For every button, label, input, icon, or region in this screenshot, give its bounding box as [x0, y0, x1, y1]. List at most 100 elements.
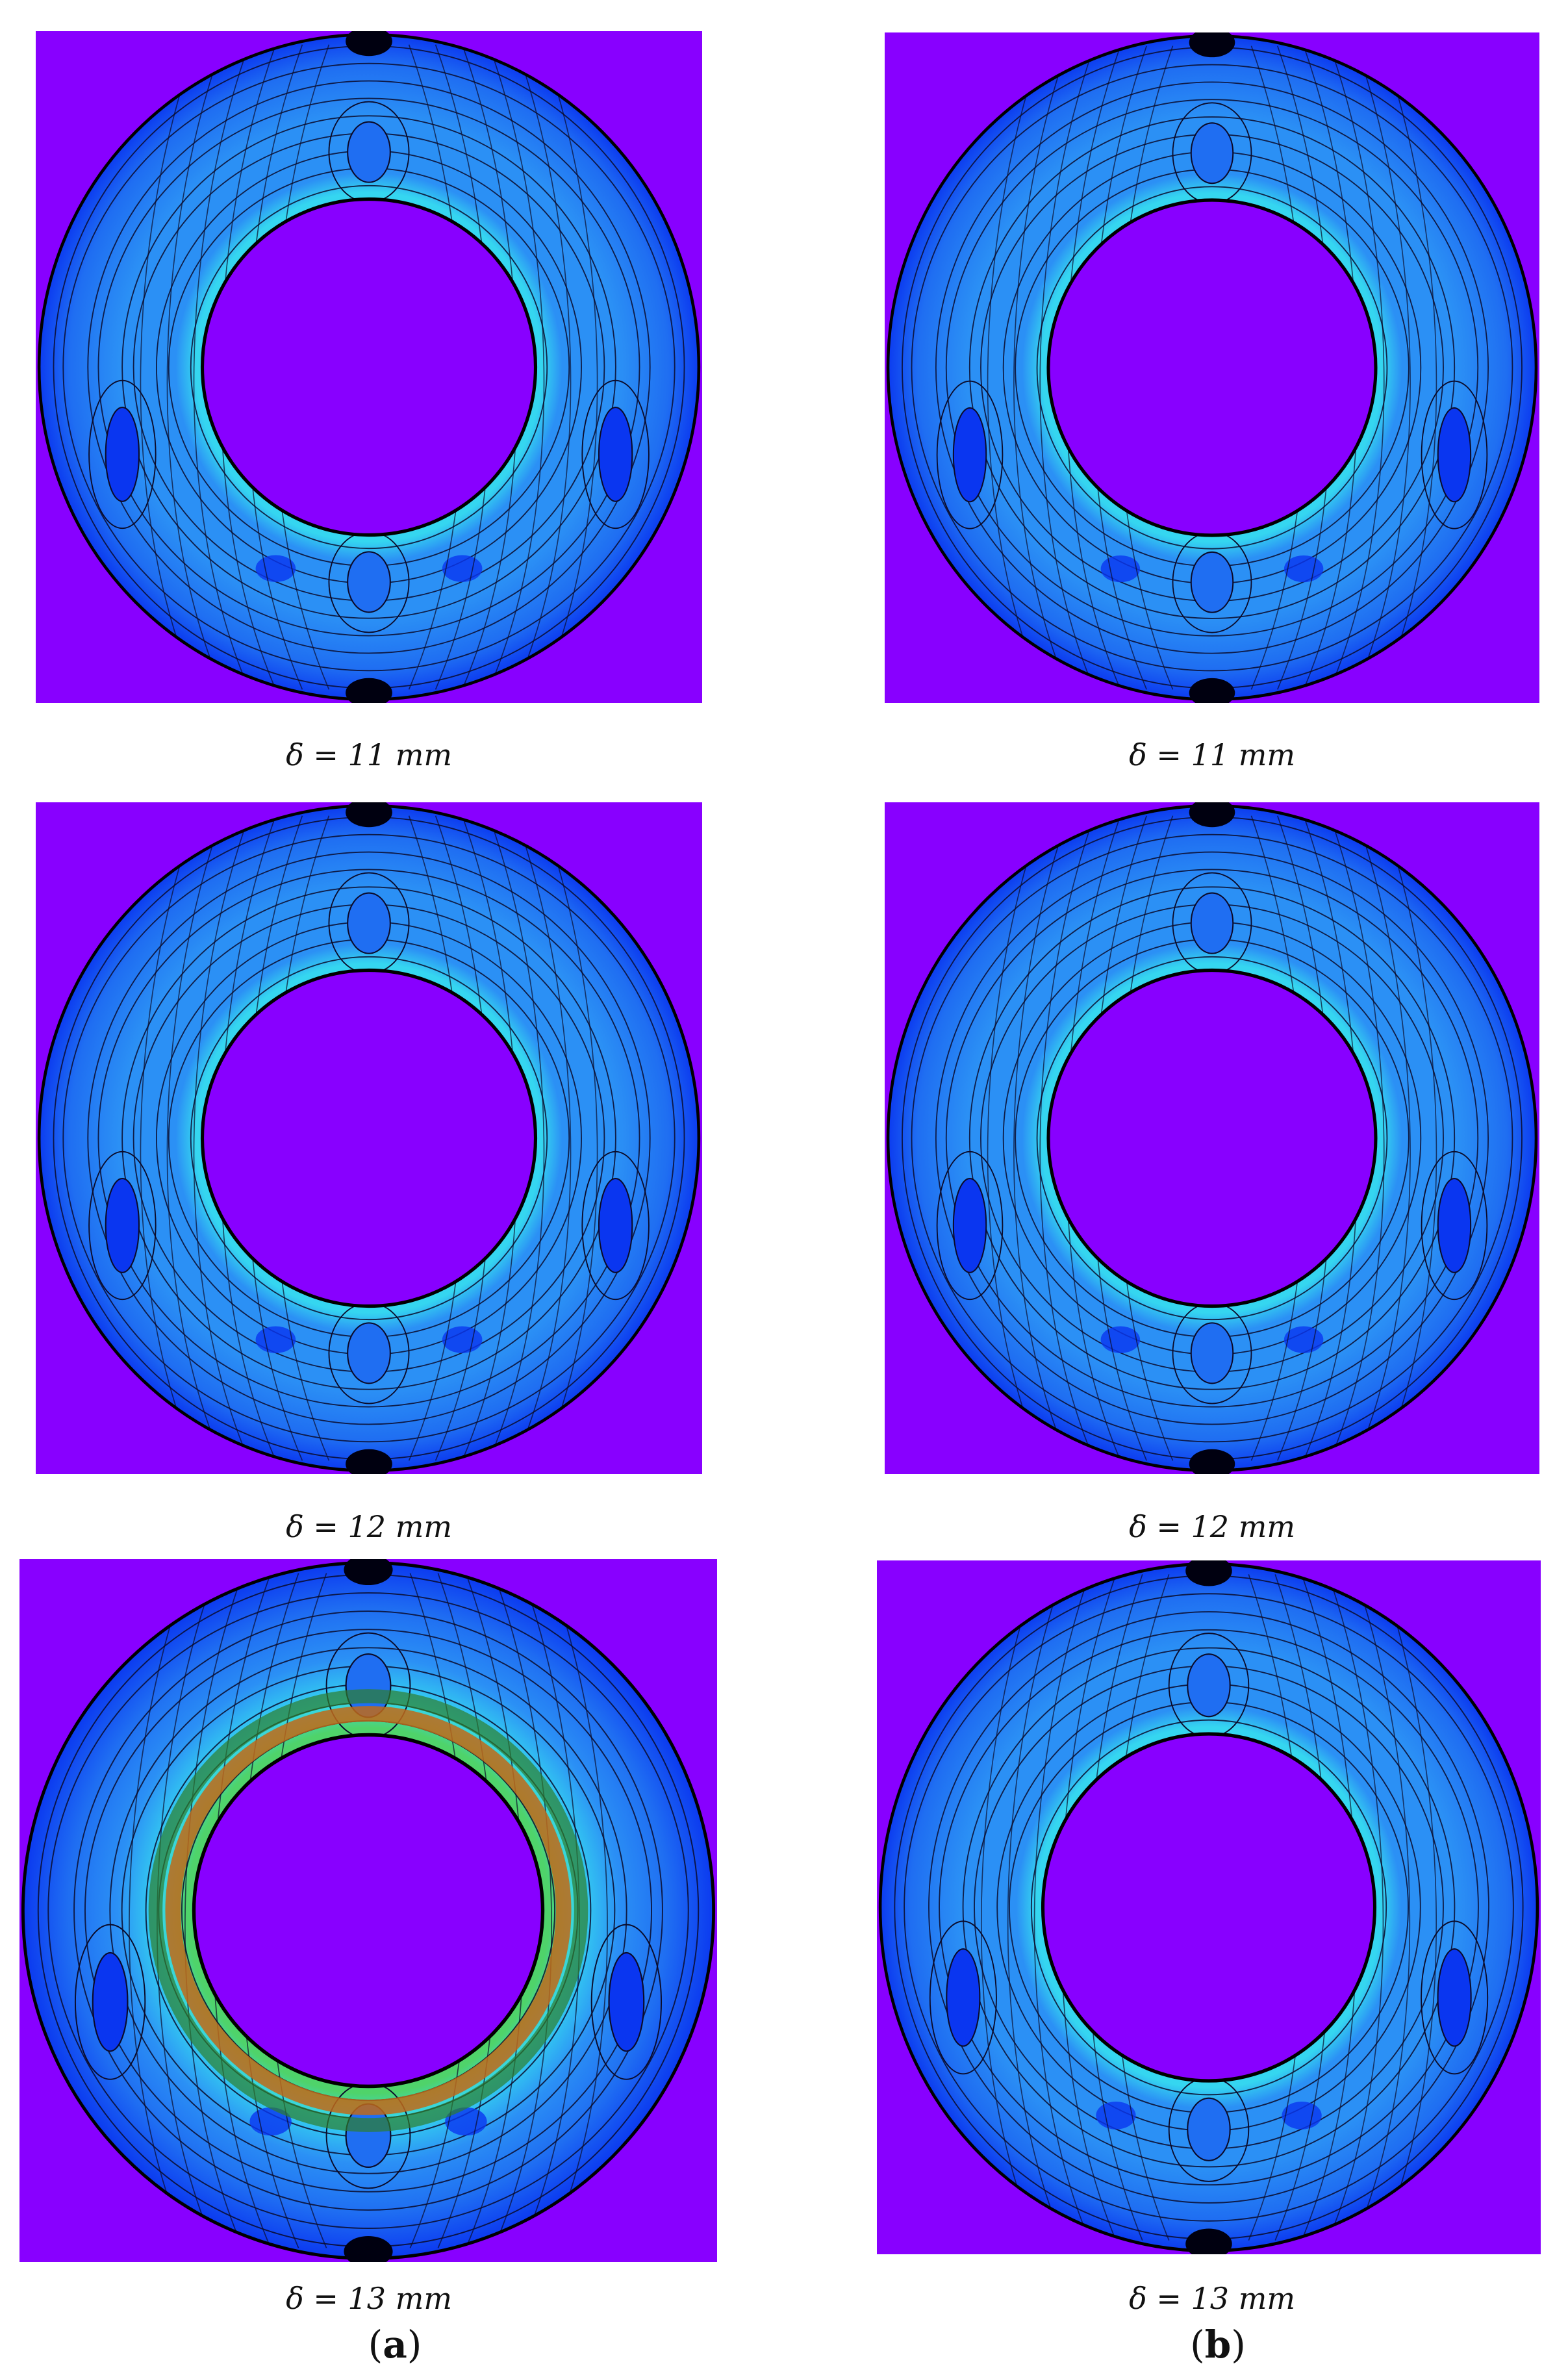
contour-lobe: [946, 1948, 981, 2047]
contact-point: [346, 802, 392, 828]
contour-line: [140, 815, 197, 1461]
contour-ring: [109, 1647, 627, 2174]
inner-hole: [1046, 968, 1378, 1308]
contour-lobe: [1190, 892, 1234, 954]
contour-lobe: [105, 407, 140, 502]
contour-ring: [190, 184, 548, 550]
contour-line: [980, 1574, 1037, 2241]
contour-line: [140, 44, 197, 690]
contour-lobe: [1190, 122, 1234, 184]
contour-ring: [97, 97, 640, 637]
contour-line: [541, 815, 598, 1461]
contour-lobe: [1190, 1322, 1234, 1384]
contour-ring: [121, 886, 616, 1390]
contour-lobe: [1437, 1948, 1472, 2047]
contour-plot-b-12mm: [885, 802, 1539, 1474]
contour-line: [541, 44, 598, 690]
contour-line: [549, 1573, 608, 2248]
contour-lobe: [442, 555, 483, 582]
contour-lobe: [347, 892, 391, 954]
contour-lobe: [1283, 1326, 1324, 1353]
contour-ring: [911, 64, 1513, 672]
contour-line: [1382, 815, 1437, 1461]
contour-ring: [84, 1629, 653, 2193]
contour-lobe: [105, 1178, 140, 1273]
inner-hole: [1041, 1732, 1377, 2083]
contour-line: [493, 1573, 552, 2248]
contact-point: [346, 1449, 392, 1474]
contour-line: [166, 815, 223, 1461]
contour-line: [1007, 1574, 1063, 2241]
contour-lobe: [442, 1326, 483, 1353]
contour-lobe: [581, 379, 650, 529]
contour-ring: [904, 1593, 1514, 2222]
contact-point: [344, 2235, 393, 2262]
contact-point: [346, 678, 392, 703]
inner-hole: [200, 197, 538, 537]
contour-lobe: [1187, 1653, 1231, 1718]
contour-lobe: [936, 380, 1004, 529]
contour-line: [1328, 1574, 1384, 2241]
contour-line: [488, 815, 545, 1461]
contact-point: [1185, 1560, 1232, 1586]
contour-lobe: [88, 1151, 157, 1301]
contour-lobe: [74, 1924, 146, 2080]
inner-hole: [192, 1733, 545, 2089]
contour-ring: [945, 869, 1479, 1408]
contact-point: [344, 1559, 393, 1586]
contour-plot-a-11mm: [36, 31, 702, 703]
contour-plot-a-13mm: [19, 1559, 717, 2262]
caption-b-12mm: δ = 12 mm: [1129, 1509, 1295, 1544]
contour-line: [129, 1573, 188, 2248]
contour-lobe: [1187, 2097, 1231, 2161]
contour-lobe: [929, 1920, 997, 2075]
contour-line: [1033, 1574, 1090, 2241]
contour-ring: [62, 62, 676, 672]
column-label-b: (b): [1190, 2322, 1246, 2367]
contour-lobe: [598, 407, 633, 502]
contour-lobe: [952, 1178, 987, 1273]
contour-line: [987, 815, 1043, 1461]
caption-b-11mm: δ = 11 mm: [1129, 737, 1295, 772]
contour-lobe: [952, 407, 987, 503]
contour-plot-b-13mm: [877, 1560, 1541, 2254]
contour-lobe: [1283, 555, 1324, 583]
contour-ring: [97, 869, 640, 1408]
contour-line: [987, 45, 1043, 690]
contour-plot-b-11mm: [885, 32, 1539, 703]
contour-lobe: [347, 121, 391, 183]
contour-ring: [968, 116, 1456, 619]
contour-ring: [1036, 186, 1388, 550]
contour-ring: [928, 1611, 1489, 2204]
contour-ring: [935, 81, 1489, 654]
caption-a-11mm: δ = 11 mm: [286, 737, 452, 772]
contour-ring: [962, 1647, 1456, 2168]
contour-lobe: [1437, 1178, 1472, 1273]
contour-lobe: [1421, 1920, 1489, 2075]
contact-point: [1189, 802, 1235, 828]
contour-lobe: [590, 1924, 663, 2080]
caption-a-12mm: δ = 12 mm: [286, 1509, 452, 1544]
contour-line: [1356, 45, 1411, 690]
contour-lobe: [581, 1151, 650, 1301]
contour-line: [1354, 1574, 1411, 2241]
contour-line: [1329, 45, 1385, 690]
contour-ring: [1036, 956, 1388, 1321]
caption-b-13mm: δ = 13 mm: [1129, 2281, 1295, 2316]
inner-hole: [200, 968, 538, 1308]
contour-lobe: [1421, 1151, 1488, 1301]
contour-lobe: [608, 1952, 645, 2052]
contour-lobe: [1437, 407, 1472, 503]
contour-ring: [911, 833, 1513, 1443]
contour-line: [193, 44, 250, 690]
contour-line: [166, 44, 223, 690]
contour-lobe: [255, 1326, 296, 1353]
contour-ring: [968, 886, 1456, 1390]
contour-ring: [945, 99, 1479, 637]
contour-ring: [73, 1610, 663, 2211]
contour-line: [1380, 1574, 1437, 2241]
contour-lobe: [1096, 2102, 1136, 2130]
hot-band: [148, 1689, 588, 2132]
contour-lobe: [598, 1178, 633, 1273]
contact-point: [346, 31, 392, 57]
